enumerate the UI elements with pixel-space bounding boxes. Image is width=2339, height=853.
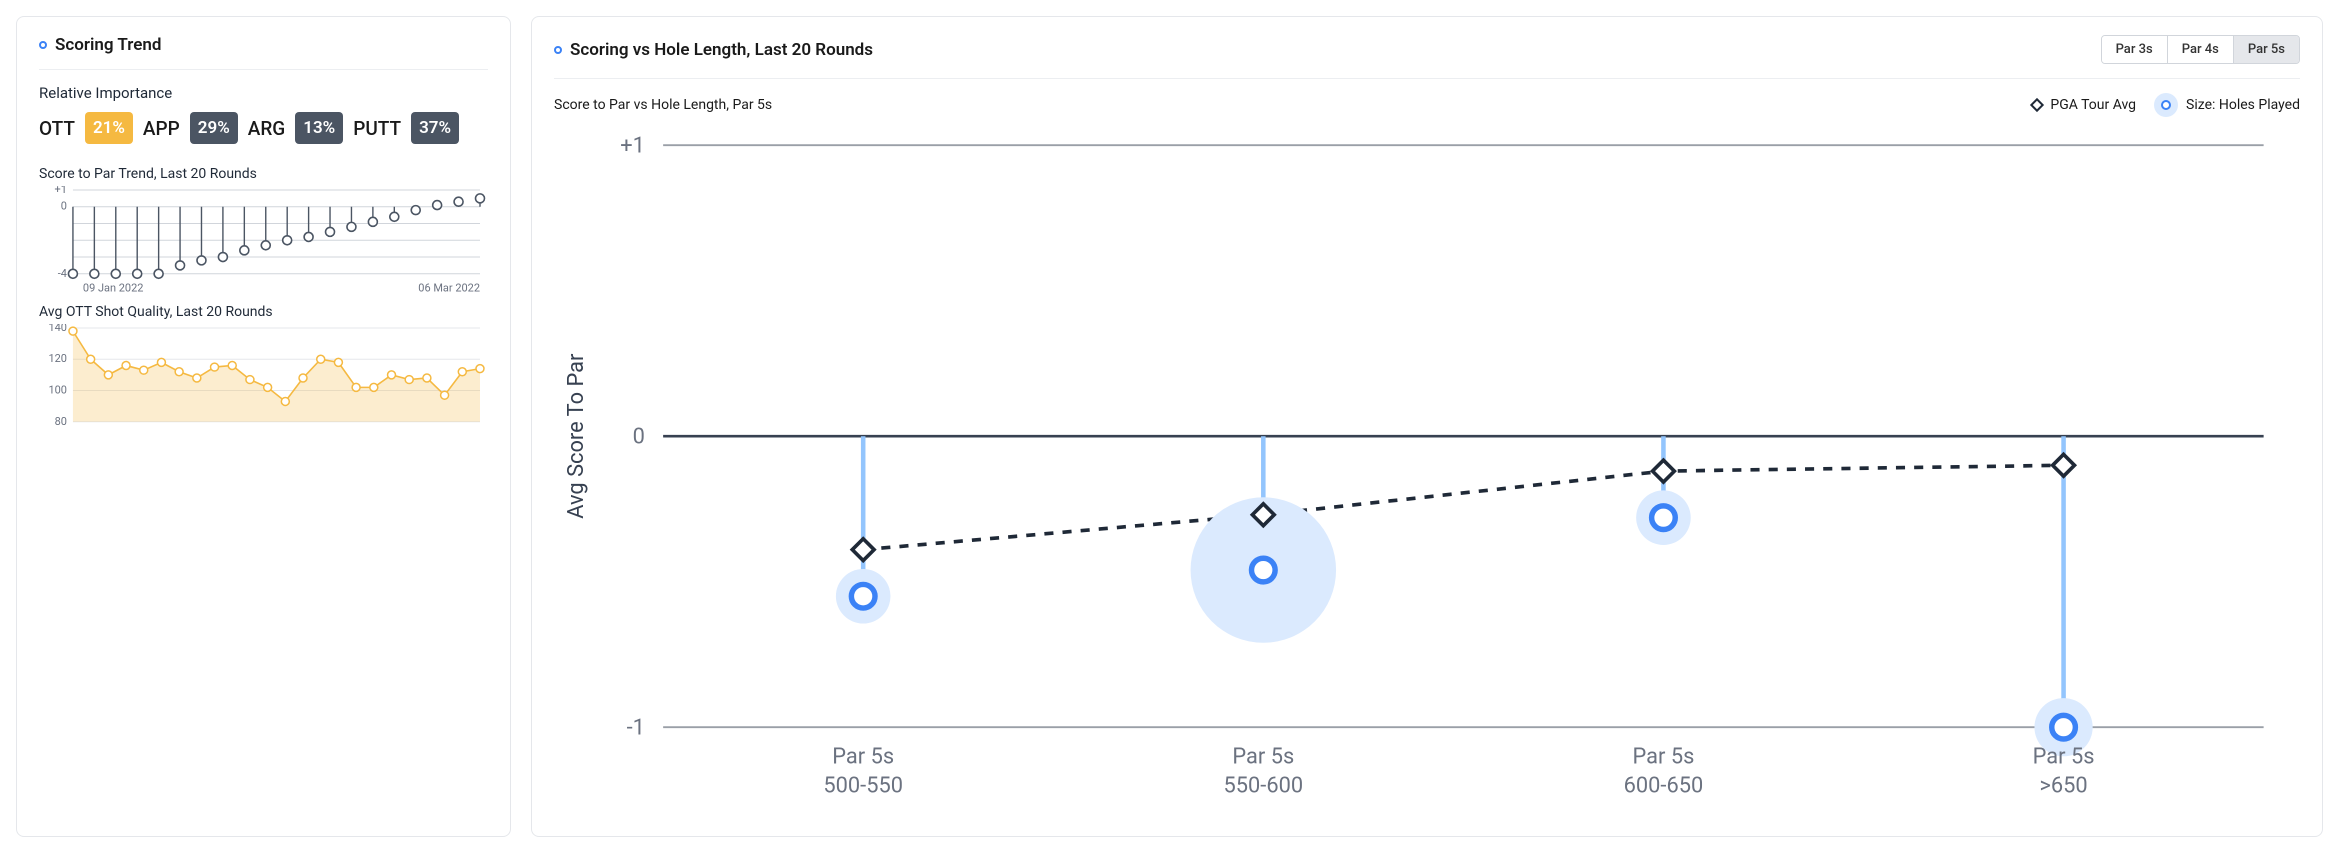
svg-text:140: 140 [48,324,66,334]
importance-category-label: PUTT [353,117,401,140]
diamond-icon [2030,98,2044,112]
hole-length-card: Scoring vs Hole Length, Last 20 Rounds P… [531,16,2323,837]
svg-text:0: 0 [633,424,645,449]
importance-category-label: APP [143,117,180,140]
svg-text:100: 100 [48,383,66,396]
svg-text:0: 0 [61,200,67,213]
svg-text:Avg Score To Par: Avg Score To Par [564,353,589,519]
importance-label: Relative Importance [39,84,488,102]
importance-badge: 37% [411,112,459,144]
ott-quality-chart: 80 100 120 140 [39,324,488,444]
svg-text:09 Jan 2022: 09 Jan 2022 [83,282,144,295]
svg-text:80: 80 [55,415,67,428]
par-tabs: Par 3sPar 4sPar 5s [2101,35,2300,64]
importance-row: OTT 21% APP 29% ARG 13% PUTT 37% [39,112,488,144]
tab-par-5s[interactable]: Par 5s [2233,36,2299,63]
hole-length-chart: Avg Score To Par -1 0 +1 Par 5s 500-550 Par 5s… [554,127,2300,818]
svg-text:+1: +1 [620,133,645,158]
tab-par-4s[interactable]: Par 4s [2167,36,2233,63]
svg-text:120: 120 [48,352,66,365]
svg-text:Par 5s: Par 5s [832,745,894,770]
legend: PGA Tour Avg Size: Holes Played [2032,93,2300,117]
legend-pga-label: PGA Tour Avg [2050,97,2136,113]
tab-par-3s[interactable]: Par 3s [2102,36,2167,63]
svg-text:+1: +1 [55,186,67,196]
card-header: Scoring vs Hole Length, Last 20 Rounds P… [554,35,2300,79]
bullet-icon [39,41,47,49]
score-trend-chart: -4 0 +1 09 Jan 2022 06 Mar 2022 [39,186,488,296]
svg-text:Par 5s: Par 5s [1232,745,1294,770]
importance-badge: 21% [85,112,133,144]
legend-pga: PGA Tour Avg [2032,97,2136,113]
chart-subtitle: Score to Par vs Hole Length, Par 5s [554,97,772,113]
importance-category-label: OTT [39,117,75,140]
card-title: Scoring Trend [55,35,161,55]
legend-size: Size: Holes Played [2154,93,2300,117]
svg-text:06 Mar 2022: 06 Mar 2022 [418,282,480,295]
scoring-trend-card: Scoring Trend Relative Importance OTT 21%… [16,16,511,837]
importance-category-label: ARG [248,117,286,140]
subheader: Score to Par vs Hole Length, Par 5s PGA … [554,93,2300,117]
bullet-icon [554,46,562,54]
legend-size-label: Size: Holes Played [2186,97,2300,113]
svg-text:Par 5s: Par 5s [2033,745,2095,770]
ott-chart-title: Avg OTT Shot Quality, Last 20 Rounds [39,304,488,320]
trend-chart-title: Score to Par Trend, Last 20 Rounds [39,166,488,182]
svg-text:500-550: 500-550 [823,774,903,799]
svg-text:600-650: 600-650 [1624,774,1704,799]
svg-text:550-600: 550-600 [1224,774,1304,799]
importance-badge: 29% [190,112,238,144]
card-title: Scoring vs Hole Length, Last 20 Rounds [570,40,873,60]
importance-badge: 13% [295,112,343,144]
bubble-icon [2154,93,2178,117]
svg-text:-4: -4 [58,267,67,280]
svg-text:-1: -1 [627,715,645,740]
svg-text:Par 5s: Par 5s [1633,745,1695,770]
svg-text:>650: >650 [2039,774,2087,799]
card-header: Scoring Trend [39,35,488,70]
